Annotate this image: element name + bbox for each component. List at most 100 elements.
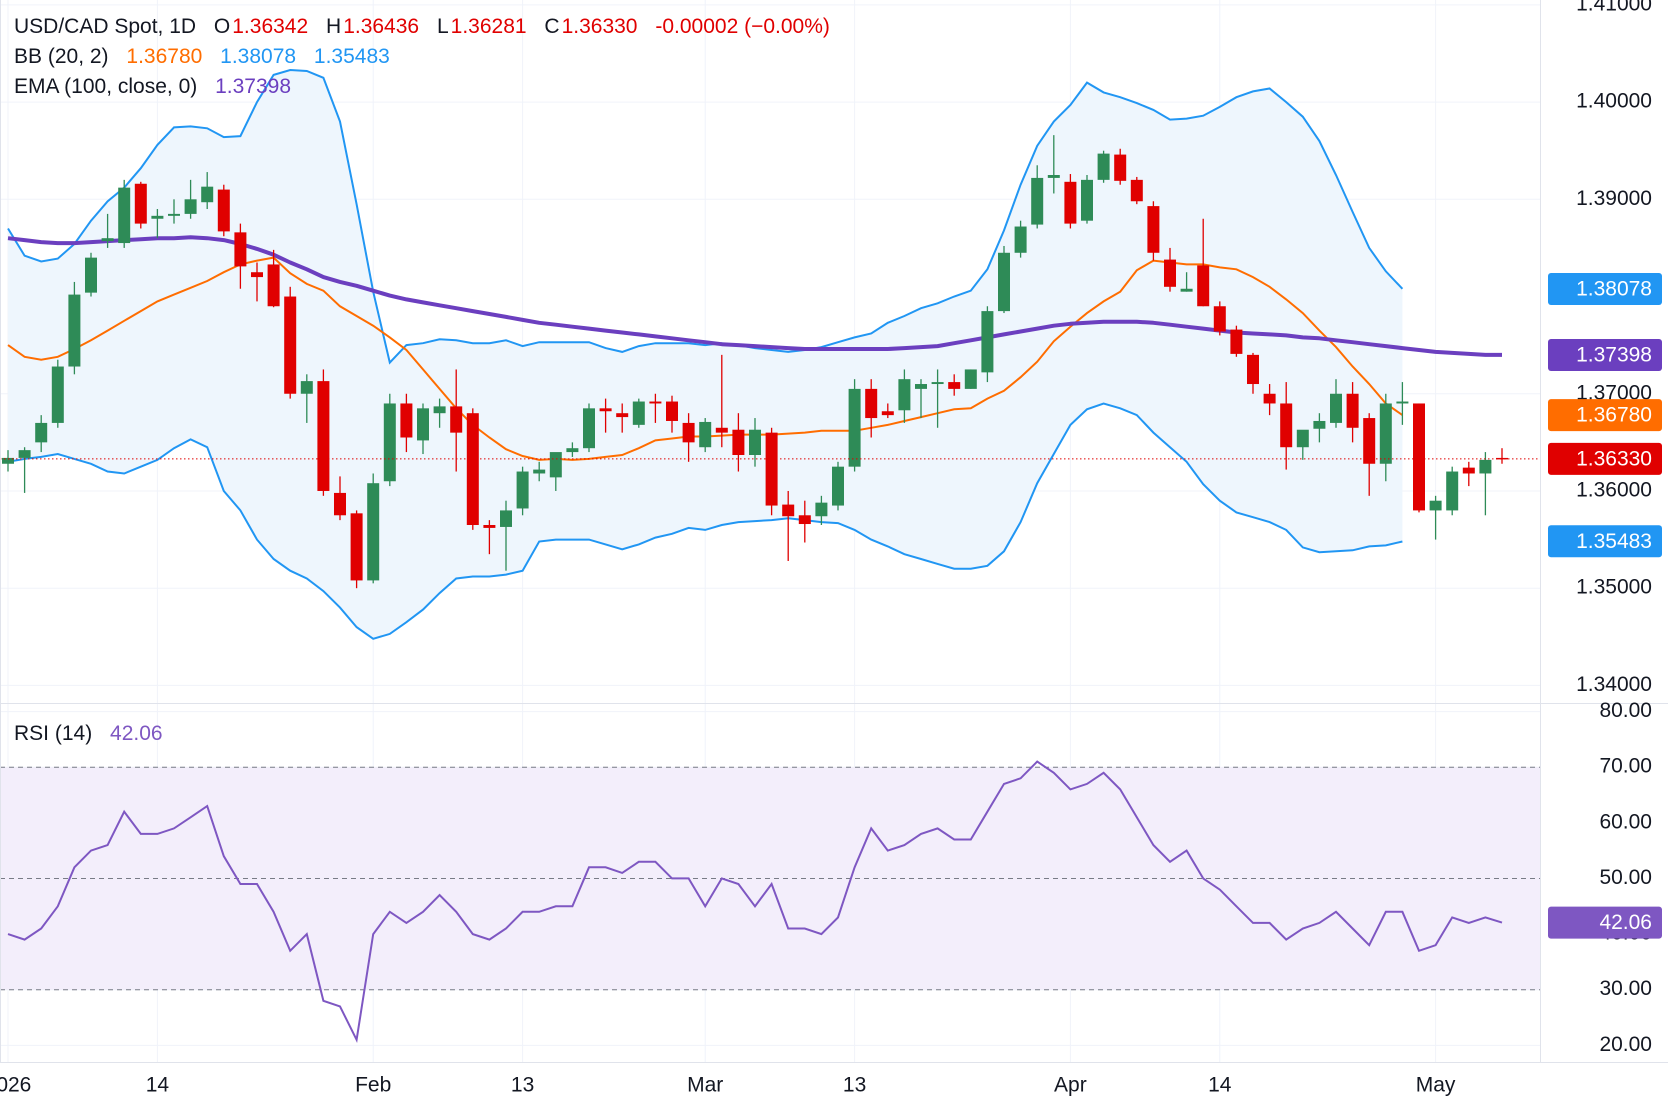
candle: [931, 369, 944, 428]
time-tick-label: 2026: [0, 1074, 31, 1097]
time-axis[interactable]: 2026 14 Feb 13 Mar 13 Apr 14 May: [0, 1074, 1456, 1097]
ema-100-line: [7, 235, 1502, 357]
candle-body: [948, 382, 961, 389]
price-axis[interactable]: 1.41000 1.40000 1.39000 1.37000 1.36000 1.350…: [1576, 0, 1652, 696]
price-tag-label: 1.36780: [1576, 404, 1652, 427]
candle: [1081, 175, 1093, 224]
open-value: 1.36342: [232, 15, 309, 38]
candle-body: [981, 311, 994, 373]
candle: [1263, 384, 1276, 416]
candle-body: [500, 510, 512, 527]
price-tag-label: 1.38078: [1576, 277, 1652, 300]
rsi-value-tag: 42.06: [1548, 906, 1662, 939]
candle: [466, 408, 479, 530]
price-tick-label: 1.36000: [1576, 479, 1652, 502]
candle: [1097, 150, 1110, 183]
high-value: 1.36436: [343, 15, 420, 38]
candle: [450, 369, 463, 472]
candle: [1313, 413, 1326, 443]
candle-body: [1230, 329, 1243, 354]
candle: [715, 354, 728, 448]
candle: [666, 395, 678, 433]
price-tick-label: 1.40000: [1576, 90, 1652, 113]
candle: [1147, 201, 1160, 261]
candle: [948, 374, 961, 396]
candle-body: [865, 388, 878, 419]
candle: [881, 403, 894, 419]
low-label: L: [436, 15, 449, 38]
candle: [168, 199, 180, 224]
candle-body: [1031, 177, 1044, 225]
close-label: C: [544, 15, 560, 38]
candle-body: [1280, 403, 1293, 448]
candle: [1213, 301, 1226, 336]
candle-body: [1180, 288, 1193, 292]
candle: [18, 447, 31, 493]
rsi-pane[interactable]: [0, 760, 1540, 1044]
price-tick-label: 1.34000: [1576, 673, 1652, 696]
candle-body: [1213, 306, 1226, 332]
candle: [184, 179, 197, 219]
candle: [732, 413, 745, 472]
candle-body: [251, 272, 263, 278]
bb-legend[interactable]: BB (20, 2) 1.36780 1.38078 1.35483: [14, 44, 392, 70]
price-tag-label: 1.36330: [1576, 447, 1652, 470]
candle-body: [317, 381, 330, 491]
candle: [1296, 429, 1309, 460]
candlesticks[interactable]: [2, 135, 1508, 589]
candle-body: [151, 215, 164, 219]
bollinger-band-fill: [8, 70, 1403, 639]
candle-body: [699, 421, 712, 448]
rsi-legend[interactable]: RSI (14) 42.06: [14, 721, 165, 747]
candle-body: [2, 457, 14, 464]
candle-body: [616, 413, 629, 418]
time-tick-label: 14: [146, 1074, 170, 1097]
candle-body: [134, 183, 147, 224]
candle: [400, 393, 413, 453]
candle-body: [334, 492, 346, 516]
price-tag-label: 1.37398: [1576, 344, 1652, 367]
bb-basis-value: 1.36780: [126, 45, 203, 68]
candle: [1064, 174, 1077, 229]
candle-body: [433, 406, 446, 414]
price-tag: 1.36780: [1548, 399, 1662, 432]
ema-legend[interactable]: EMA (100, close, 0) 1.37398: [14, 74, 293, 100]
candle: [35, 415, 48, 453]
candle: [334, 476, 346, 521]
candle-body: [1247, 354, 1259, 385]
candle-body: [798, 515, 811, 525]
bollinger-band-area: [8, 70, 1403, 639]
bb-label: BB (20, 2): [14, 45, 109, 68]
symbol-name[interactable]: USD/CAD Spot, 1D: [14, 15, 197, 38]
candle: [566, 442, 579, 457]
candle-body: [300, 381, 313, 394]
candle-body: [1462, 467, 1475, 474]
candle-body: [350, 513, 363, 581]
candle: [1247, 352, 1259, 394]
candle: [85, 252, 97, 297]
price-tag-box: [1548, 339, 1662, 372]
candle-body: [1496, 457, 1508, 460]
candle-body: [649, 401, 662, 404]
candle-body: [1396, 401, 1409, 404]
candle-body: [599, 408, 612, 412]
candle: [383, 393, 396, 487]
candle: [699, 418, 712, 453]
candle-body: [1363, 418, 1376, 464]
candle: [749, 418, 761, 467]
candle: [632, 398, 645, 428]
candle: [500, 500, 512, 571]
bb-upper-value: 1.38078: [220, 45, 297, 68]
rsi-value: 42.06: [110, 722, 163, 745]
candle: [350, 510, 363, 589]
candle-body: [1379, 403, 1392, 464]
ema-line: [7, 235, 1502, 357]
bb-lower-line: [7, 402, 1403, 640]
time-tick-label: Apr: [1054, 1074, 1087, 1097]
change-value: -0.00002 (−0.00%): [655, 15, 830, 38]
candle: [1180, 272, 1193, 292]
candle-body: [732, 429, 745, 455]
candle-body: [450, 406, 463, 433]
